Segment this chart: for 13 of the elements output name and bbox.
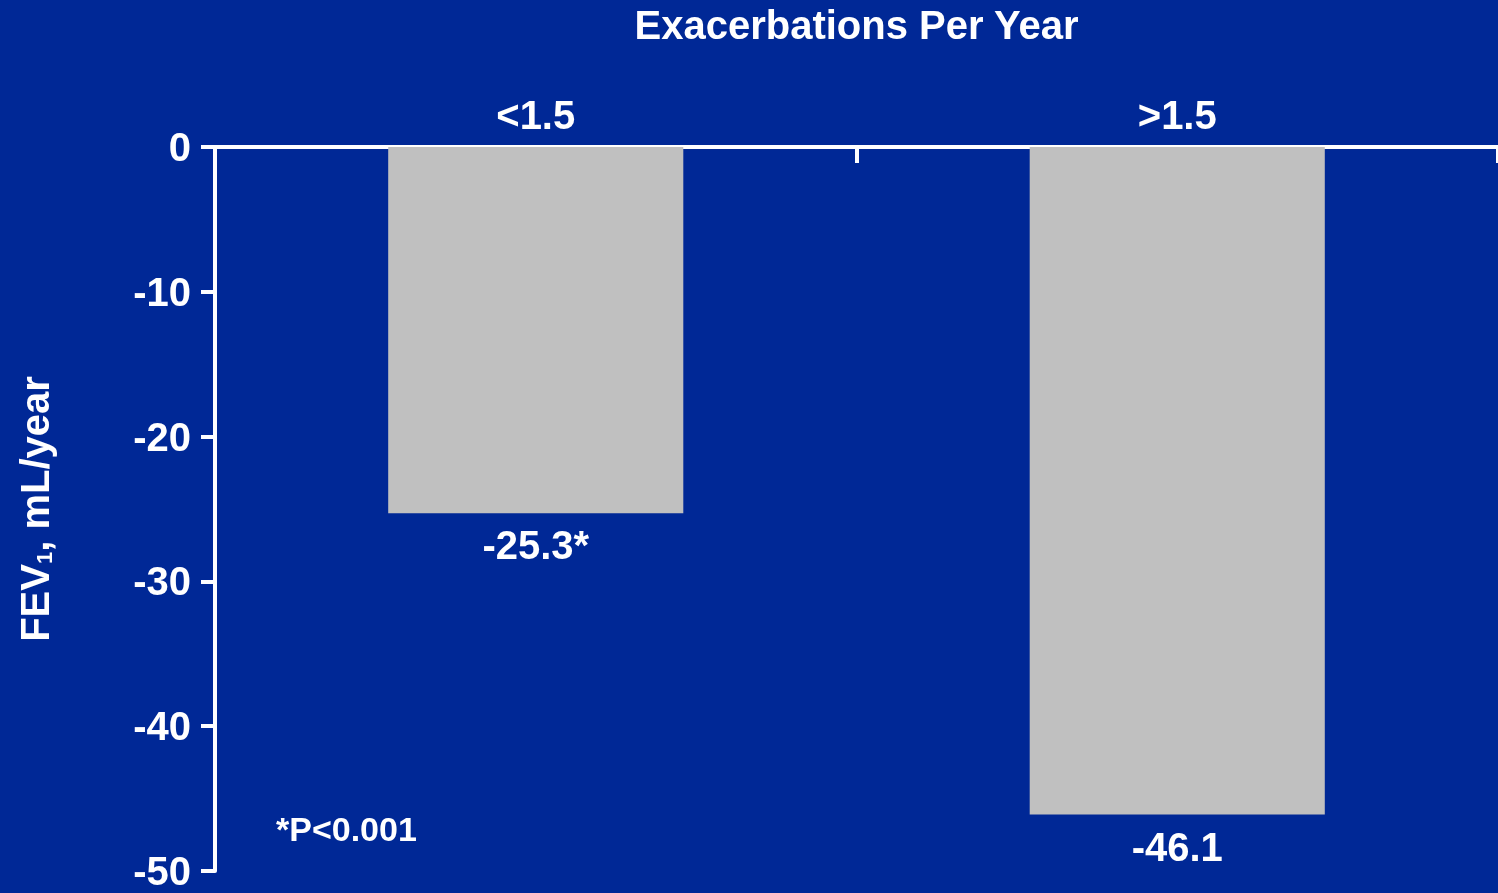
y-tick-label: -20 bbox=[133, 414, 191, 459]
data-label: -46.1 bbox=[1131, 824, 1223, 869]
y-axis-title: FEV1, mL/year bbox=[13, 376, 57, 642]
y-tick-label: -40 bbox=[133, 704, 191, 749]
x-tick-label: >1.5 bbox=[1137, 93, 1217, 137]
y-tick-label: -10 bbox=[133, 269, 191, 314]
annotation: *P<0.001 bbox=[276, 810, 417, 848]
x-axis-title: Exacerbations Per Year bbox=[634, 3, 1079, 47]
y-tick-label: 0 bbox=[168, 125, 191, 169]
y-tick-label: -30 bbox=[133, 559, 191, 604]
data-label: -25.3* bbox=[482, 523, 590, 568]
y-tick-label: -50 bbox=[133, 849, 191, 893]
x-tick-label: <1.5 bbox=[496, 93, 576, 137]
